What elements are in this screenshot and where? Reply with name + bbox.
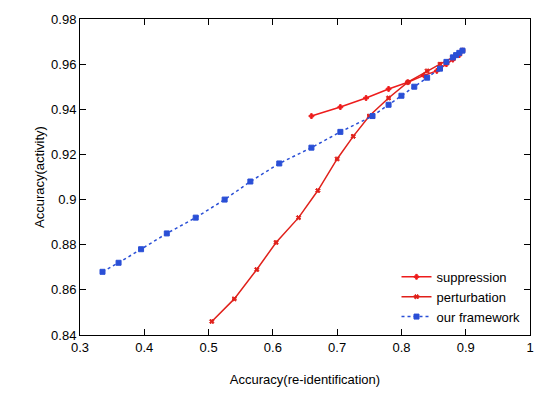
svg-text:our framework: our framework [437, 310, 521, 325]
svg-text:Accuracy(activity): Accuracy(activity) [32, 126, 47, 228]
svg-text:perturbation: perturbation [437, 290, 506, 305]
svg-text:0.6: 0.6 [264, 340, 282, 355]
svg-text:0.8: 0.8 [392, 340, 410, 355]
svg-text:Accuracy(re-identification): Accuracy(re-identification) [230, 372, 380, 387]
svg-text:0.84: 0.84 [51, 328, 76, 343]
svg-text:1: 1 [526, 340, 533, 355]
svg-text:0.9: 0.9 [58, 192, 76, 207]
svg-text:0.94: 0.94 [51, 102, 76, 117]
svg-text:0.7: 0.7 [328, 340, 346, 355]
svg-text:0.9: 0.9 [457, 340, 475, 355]
svg-text:0.5: 0.5 [200, 340, 218, 355]
svg-text:0.4: 0.4 [135, 340, 153, 355]
svg-text:0.96: 0.96 [51, 57, 76, 72]
svg-text:0.98: 0.98 [51, 12, 76, 27]
svg-text:0.86: 0.86 [51, 282, 76, 297]
svg-text:suppression: suppression [437, 270, 507, 285]
svg-text:0.3: 0.3 [71, 340, 89, 355]
svg-text:0.88: 0.88 [51, 237, 76, 252]
svg-text:0.92: 0.92 [51, 147, 76, 162]
